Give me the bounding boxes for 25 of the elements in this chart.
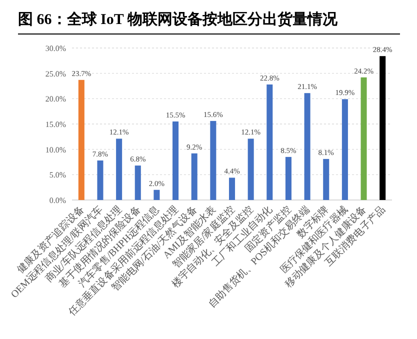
y-tick-label: 30.0% bbox=[45, 44, 66, 53]
bar bbox=[78, 80, 84, 200]
bar bbox=[228, 178, 236, 200]
y-tick-label: 15.0% bbox=[45, 120, 66, 129]
y-tick-label: 5.0% bbox=[49, 170, 66, 180]
bar bbox=[134, 166, 141, 200]
bar bbox=[97, 160, 104, 200]
bar bbox=[210, 120, 216, 200]
bar bbox=[360, 77, 367, 200]
chart-title: 图 66：全球 IoT 物联网设备按地区分出货量情况 bbox=[18, 11, 338, 28]
bar bbox=[342, 99, 348, 200]
bar bbox=[116, 138, 122, 200]
bar bbox=[172, 121, 179, 200]
y-tick-label: 25.0% bbox=[45, 69, 66, 78]
bar bbox=[380, 56, 386, 200]
bar bbox=[304, 93, 310, 200]
y-tick-label: 20.0% bbox=[45, 94, 66, 104]
bar bbox=[266, 84, 273, 200]
bar bbox=[248, 138, 254, 200]
y-tick-label: 0.0% bbox=[49, 196, 66, 205]
bar bbox=[191, 153, 198, 200]
bar bbox=[154, 190, 160, 200]
y-tick-label: 10.0% bbox=[45, 145, 66, 154]
bar bbox=[285, 156, 292, 200]
bar bbox=[323, 158, 330, 200]
